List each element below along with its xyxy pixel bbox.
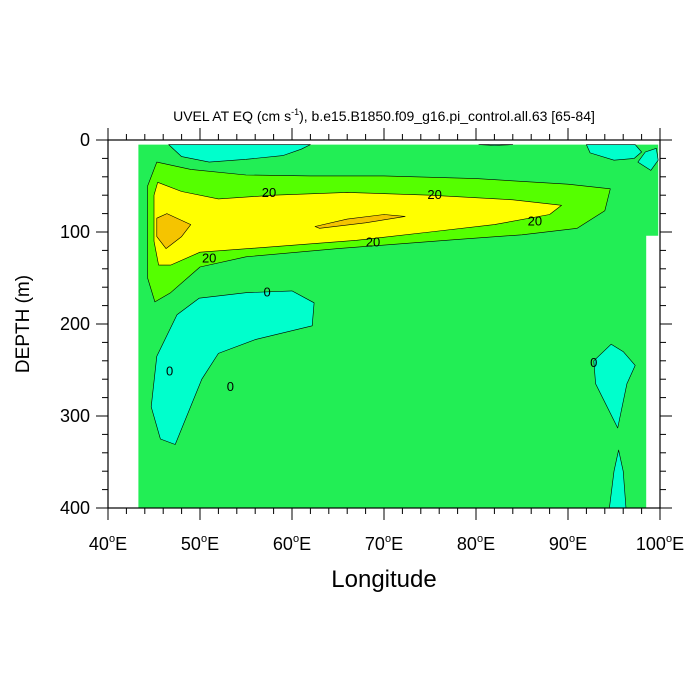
contour-label: 0 — [590, 355, 597, 370]
y-tick-label: 400 — [60, 498, 90, 518]
contour-label: 20 — [202, 250, 216, 265]
x-tick-label: 40oE — [89, 533, 127, 554]
contour-label: 0 — [166, 363, 173, 378]
contour-label: 20 — [262, 185, 276, 200]
contour-region-negative-top-mid — [478, 144, 514, 146]
contour-region-negative-top-right — [586, 144, 642, 161]
contour-labels: 20 20 20 20 20 0 0 0 0 — [166, 185, 597, 394]
contour-label: 20 — [528, 213, 542, 228]
chart-title-main: UVEL AT EQ (cm s — [173, 108, 291, 124]
contour-label: 0 — [264, 284, 271, 299]
contour-region-negative-top-right-small — [637, 148, 659, 171]
y-tick-label: 200 — [60, 314, 90, 334]
axis-ticks — [96, 128, 672, 520]
contour-region-negative-deep-right — [593, 343, 636, 429]
y-tick-label: 0 — [80, 130, 90, 150]
contour-region-negative-top-left — [168, 144, 311, 163]
x-axis-title: Longitude — [331, 566, 436, 593]
contour-region-core-30-40-left — [156, 213, 192, 249]
contour-label: 20 — [427, 187, 441, 202]
x-tick-label: 50oE — [181, 533, 219, 554]
contour-label: 0 — [227, 379, 234, 394]
contour-label: 20 — [366, 235, 380, 250]
contour-region-core-30-40-mid — [314, 214, 406, 229]
x-tick-label: 70oE — [365, 533, 403, 554]
x-tick-label: 80oE — [457, 533, 495, 554]
y-axis-title: DEPTH (m) — [13, 275, 34, 373]
chart-title-rest: ), b.e15.B1850.f09_g16.pi_control.all.63… — [299, 108, 595, 124]
x-tick-label: 100oE — [636, 533, 684, 554]
x-tick-label: 90oE — [549, 533, 587, 554]
contour-regions — [138, 144, 659, 509]
chart-title: UVEL AT EQ (cm s-1), b.e15.B1850.f09_g16… — [173, 107, 595, 124]
contour-region-negative-deep-left — [150, 290, 315, 445]
y-tick-label: 100 — [60, 222, 90, 242]
x-tick-label: 60oE — [273, 533, 311, 554]
y-tick-label: 300 — [60, 406, 90, 426]
chart-title-superscript: -1 — [291, 107, 299, 117]
